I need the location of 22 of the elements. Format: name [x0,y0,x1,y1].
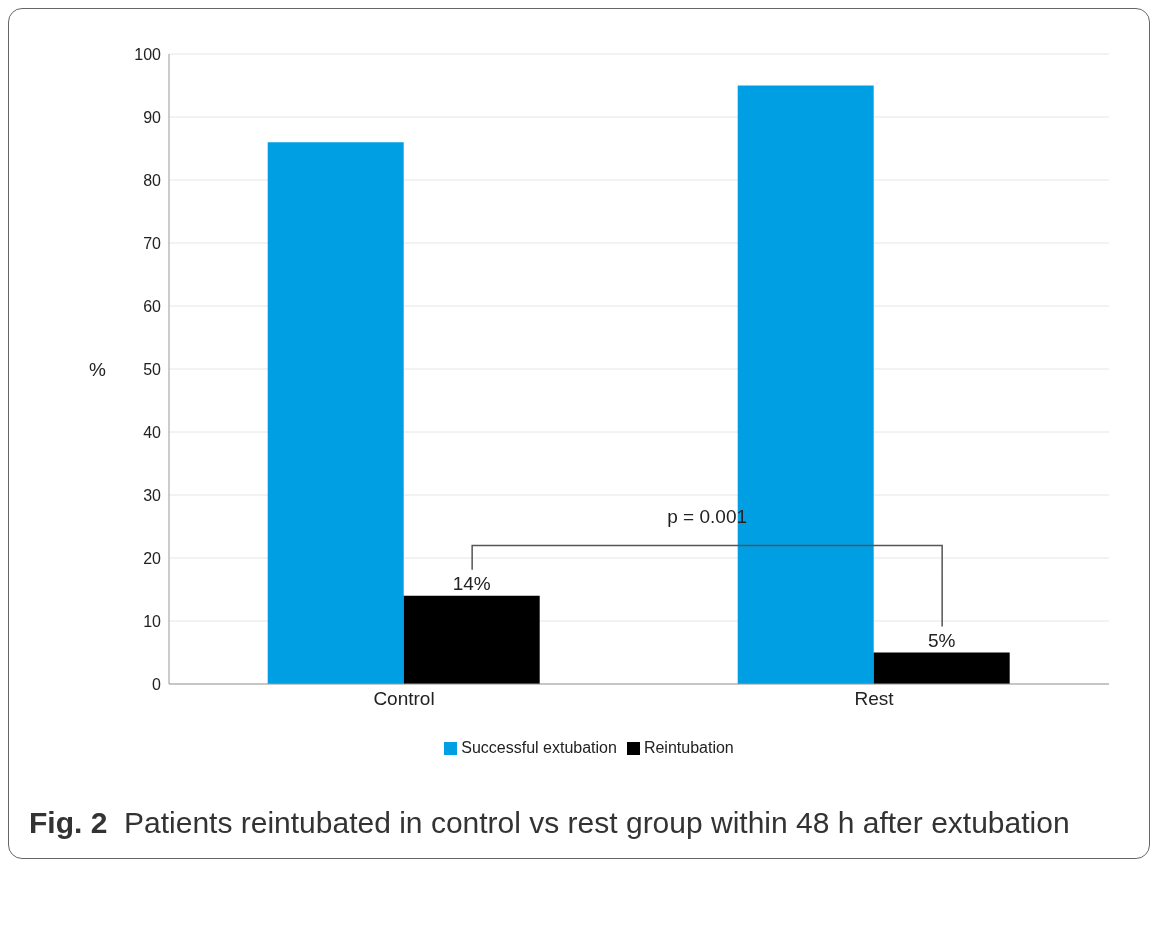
bar [267,142,404,684]
data-label: 5% [927,629,956,651]
bar [403,595,540,684]
y-tick-label: 50 [143,360,162,378]
legend-label: Reintubation [643,739,734,756]
y-tick-label: 30 [143,486,162,504]
x-tick-label: Rest [854,688,895,710]
y-axis-title: % [89,358,106,380]
y-tick-label: 10 [143,612,162,630]
x-tick-label: Control [373,688,435,710]
y-tick-label: 60 [143,297,162,315]
y-tick-label: 0 [152,675,162,693]
legend-label: Successful extubation [461,739,617,756]
y-tick-label: 20 [143,549,162,567]
y-tick-label: 40 [143,423,162,441]
caption: Fig. 2 Patients reintubated in control vs rest group within 48 h after extubation [28,805,1071,841]
y-tick-label: 90 [143,108,162,126]
bar [873,652,1010,684]
y-tick-label: 100 [134,45,162,63]
y-tick-label: 70 [143,234,162,252]
y-tick-label: 80 [143,171,162,189]
data-label: 14% [452,572,491,594]
